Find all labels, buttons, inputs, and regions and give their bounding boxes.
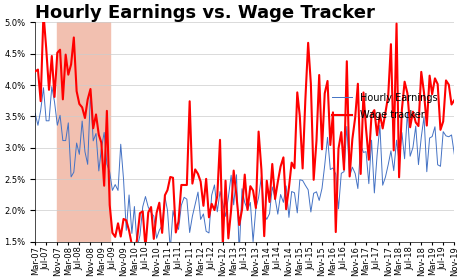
Bar [57,22,110,242]
Line: Hourly Earnings: Hourly Earnings [35,87,454,253]
Line: Wage tracker: Wage tracker [35,13,454,258]
Text: Hourly Earnings vs. Wage Tracker: Hourly Earnings vs. Wage Tracker [35,4,375,22]
Legend: Hourly Earnings, Wage tracker: Hourly Earnings, Wage tracker [328,89,441,124]
